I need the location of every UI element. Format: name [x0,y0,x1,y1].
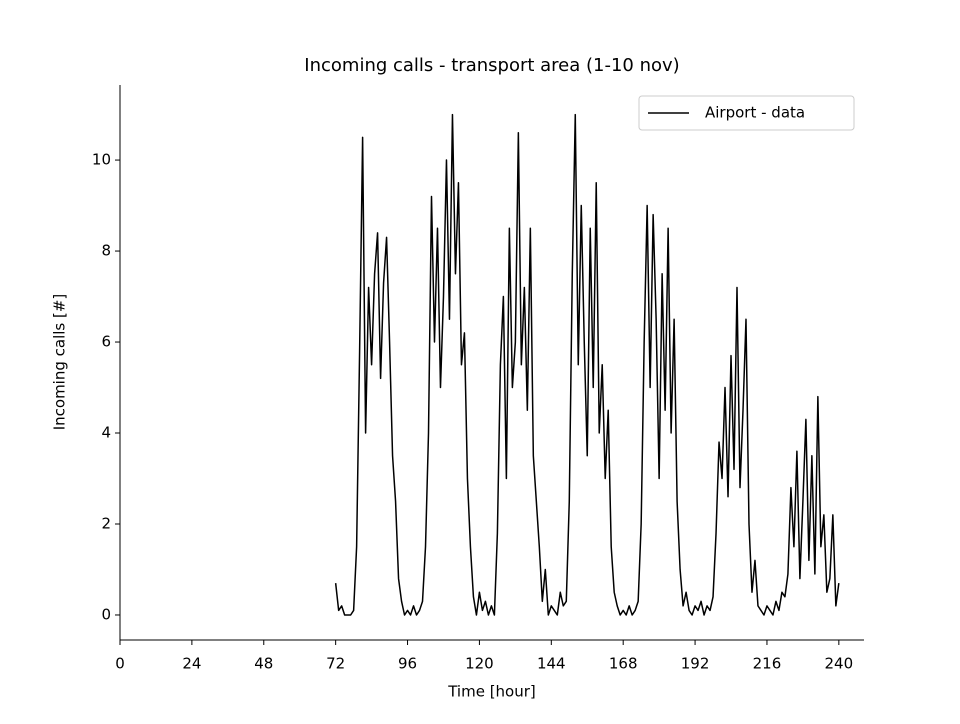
y-tick-label: 4 [101,424,111,442]
x-tick-label: 240 [825,655,854,673]
x-tick-label: 48 [254,655,273,673]
x-tick-label: 192 [681,655,710,673]
x-tick-label: 144 [537,655,566,673]
y-axis-label: Incoming calls [#] [51,294,69,431]
y-tick-label: 8 [101,242,111,260]
x-tick-label: 120 [465,655,494,673]
y-tick-label: 6 [101,333,111,351]
y-tick-label: 10 [92,151,111,169]
x-tick-label: 24 [182,655,201,673]
x-tick-label: 216 [753,655,782,673]
x-tick-label: 96 [398,655,417,673]
data-line [334,113,840,616]
y-tick-label: 2 [101,514,111,532]
x-tick-label: 168 [609,655,638,673]
x-tick-label: 72 [326,655,345,673]
chart-title: Incoming calls - transport area (1-10 no… [304,55,679,76]
x-tick-label: 0 [115,655,125,673]
legend-label: Airport - data [705,104,805,122]
y-tick-label: 0 [101,605,111,623]
x-axis-label: Time [hour] [447,683,536,701]
legend-box [638,95,855,131]
